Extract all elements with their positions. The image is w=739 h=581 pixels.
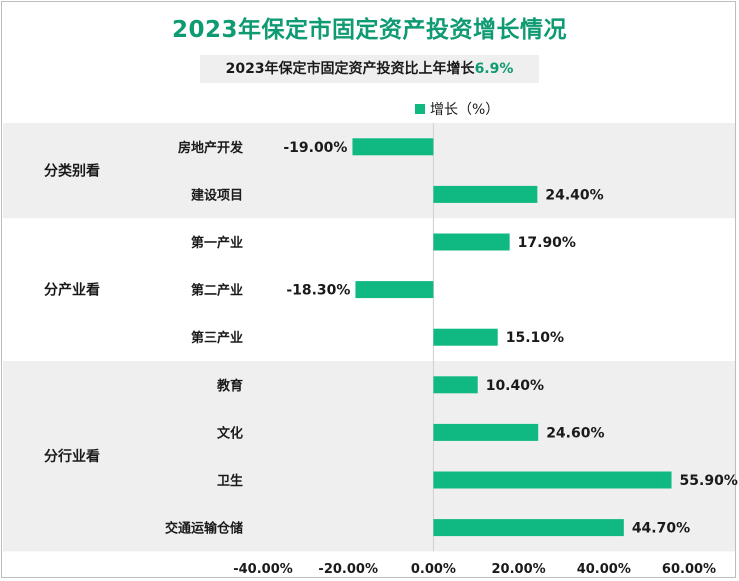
- bar: [352, 138, 434, 156]
- category-label: 房地产开发: [178, 140, 244, 156]
- x-tick-label: 0.00%: [411, 562, 456, 577]
- data-label: 55.90%: [680, 473, 738, 489]
- group-label: 分产业看: [44, 282, 100, 299]
- x-tick-label: 20.00%: [492, 562, 546, 577]
- category-label: 教育: [216, 378, 243, 394]
- legend-swatch: [415, 104, 425, 114]
- bar: [433, 328, 498, 346]
- bar: [433, 423, 539, 441]
- bar: [433, 376, 478, 394]
- data-label: 24.40%: [545, 187, 603, 203]
- group-label: 分类别看: [44, 163, 100, 180]
- chart-title: 2023年保定市固定资产投资增长情况: [171, 17, 567, 43]
- bar: [433, 233, 510, 251]
- legend-label: 增长（%）: [430, 102, 500, 118]
- data-label: 10.40%: [486, 378, 544, 394]
- data-label: 24.60%: [546, 425, 604, 441]
- group-band: [3, 123, 735, 219]
- group-label: 分行业看: [44, 448, 100, 465]
- category-label: 交通运输仓储: [165, 521, 243, 537]
- data-label: -18.30%: [286, 283, 350, 299]
- bar: [355, 281, 434, 299]
- x-tick-label: 60.00%: [662, 562, 716, 577]
- data-label: 44.70%: [632, 521, 690, 537]
- group-band: [3, 361, 735, 552]
- data-label: 17.90%: [518, 235, 576, 251]
- category-label: 第一产业: [191, 235, 243, 251]
- bar: [433, 519, 624, 537]
- bar: [433, 471, 672, 489]
- data-label: 15.10%: [506, 330, 564, 346]
- subtitle-box: 2023年保定市固定资产投资比上年增长6.9%: [200, 55, 539, 83]
- x-tick-label: 40.00%: [577, 562, 631, 577]
- category-label: 建设项目: [191, 187, 243, 203]
- subtitle-text: 2023年保定市固定资产投资比上年增长: [225, 61, 475, 77]
- category-label: 卫生: [217, 473, 243, 489]
- x-tick-label: -40.00%: [233, 562, 293, 577]
- category-label: 文化: [217, 425, 243, 441]
- category-label: 第三产业: [191, 330, 243, 346]
- bar: [433, 185, 538, 203]
- x-tick-label: -20.00%: [318, 562, 378, 577]
- legend: 增长（%）: [415, 99, 499, 119]
- subtitle-highlight: 6.9%: [474, 61, 514, 77]
- category-label: 第二产业: [191, 283, 243, 299]
- data-label: -19.00%: [283, 140, 347, 156]
